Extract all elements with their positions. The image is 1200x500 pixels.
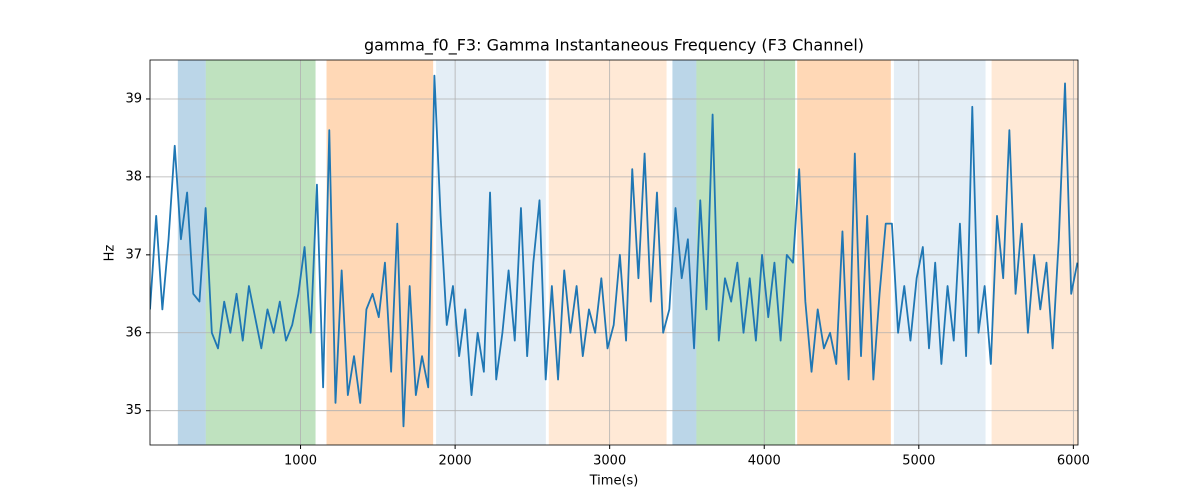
x-tick-label: 4000 bbox=[748, 454, 781, 469]
plot-frame bbox=[149, 59, 1079, 446]
span bbox=[893, 60, 986, 445]
lines bbox=[150, 74, 1078, 428]
y-tick-label: 35 bbox=[125, 403, 142, 418]
x-tick-label: 2000 bbox=[439, 454, 472, 469]
y-tick-label: 39 bbox=[125, 91, 142, 106]
span bbox=[436, 60, 546, 445]
y-tick-label: 38 bbox=[125, 169, 142, 184]
x-tick-label: 1000 bbox=[284, 454, 317, 469]
x-axis-label: Time(s) bbox=[589, 474, 639, 489]
spans bbox=[177, 60, 1078, 445]
span bbox=[177, 60, 206, 445]
x-tick-label: 3000 bbox=[593, 454, 626, 469]
y-tick-label: 37 bbox=[125, 247, 142, 262]
y-tick-label: 36 bbox=[125, 325, 142, 340]
span bbox=[672, 60, 697, 445]
y-axis-label: Hz bbox=[103, 245, 118, 262]
series-line bbox=[150, 74, 1078, 428]
chart-title: gamma_f0_F3: Gamma Instantaneous Frequen… bbox=[364, 36, 864, 56]
span bbox=[696, 60, 796, 445]
ticks: 1000 2000 3000 4000 5000 6000 35 36 37 38 39 bbox=[125, 91, 1089, 468]
span bbox=[548, 60, 667, 445]
span bbox=[205, 60, 316, 445]
x-tick-label: 5000 bbox=[902, 454, 935, 469]
x-tick-label: 6000 bbox=[1057, 454, 1090, 469]
